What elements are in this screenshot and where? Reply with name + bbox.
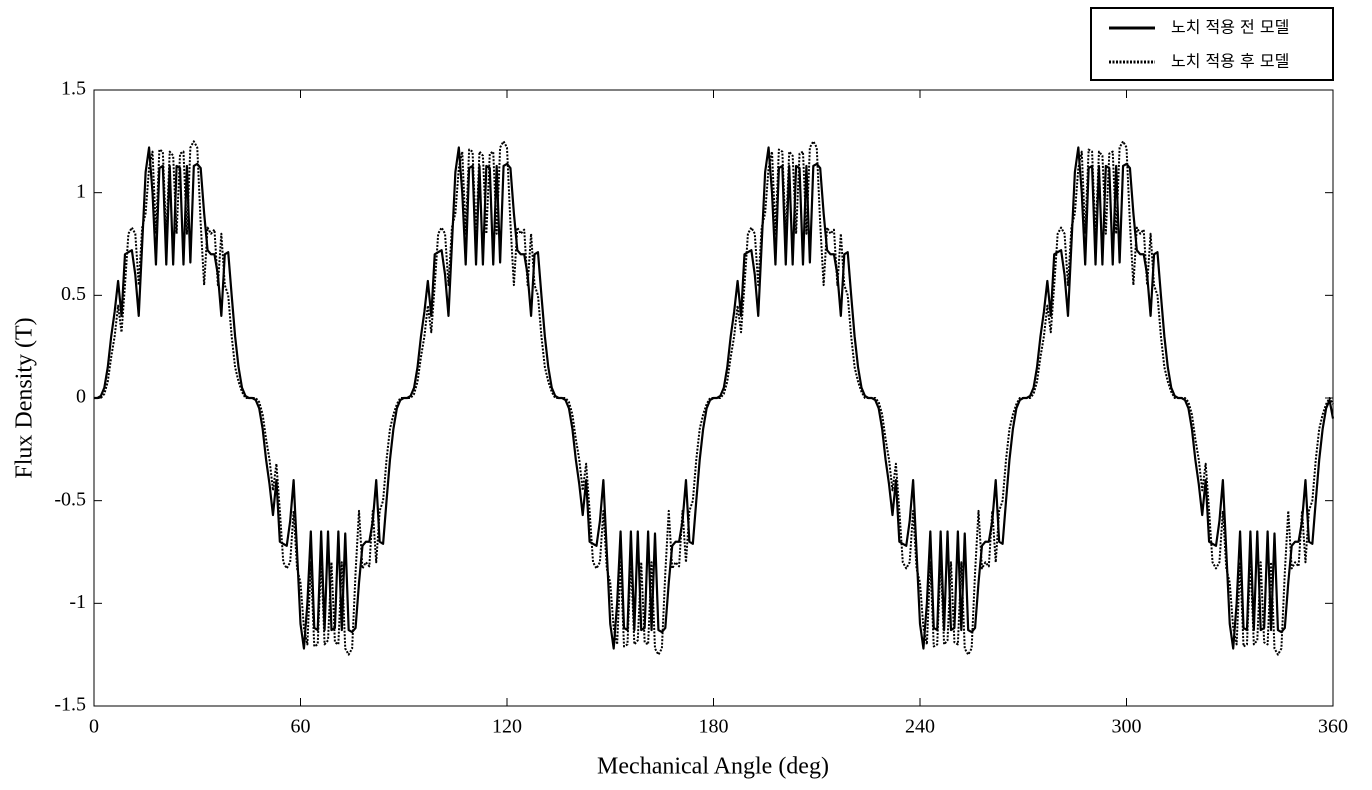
- x-tick-label: 120: [492, 716, 522, 738]
- x-tick-label: 300: [1112, 716, 1142, 738]
- line-series: [94, 140, 1334, 656]
- y-tick-label: 0.5: [61, 283, 86, 305]
- x-tick-label: 360: [1318, 716, 1348, 738]
- x-axis-label: Mechanical Angle (deg): [597, 754, 829, 780]
- x-tick-label: 180: [699, 716, 729, 738]
- y-tick-label: 1.5: [61, 78, 86, 100]
- y-axis-label: Flux Density (T): [12, 317, 38, 478]
- line-series: [94, 146, 1335, 650]
- x-tick-label: 240: [905, 716, 935, 738]
- plot-frame: [93, 89, 1334, 707]
- y-tick-label: -1: [69, 591, 86, 613]
- y-tick-label: 1: [76, 180, 86, 202]
- legend-label: 노치 적용 후 모델: [1171, 52, 1289, 71]
- y-tick-label: -0.5: [54, 488, 86, 510]
- x-tick-label: 60: [291, 716, 311, 738]
- legend-label: 노치 적용 전 모델: [1171, 18, 1289, 37]
- y-tick-label: -1.5: [54, 694, 86, 716]
- y-tick-label: 0: [76, 386, 86, 408]
- legend-box: [1090, 7, 1334, 81]
- x-tick-label: 0: [89, 716, 99, 738]
